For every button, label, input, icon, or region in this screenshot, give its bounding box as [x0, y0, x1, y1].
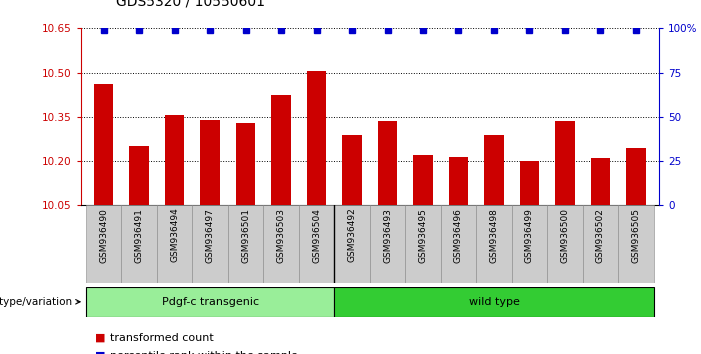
- Text: GSM936495: GSM936495: [418, 208, 428, 263]
- Text: GSM936502: GSM936502: [596, 208, 605, 263]
- Bar: [299, 205, 334, 283]
- Text: percentile rank within the sample: percentile rank within the sample: [110, 351, 298, 354]
- Text: GSM936503: GSM936503: [277, 208, 285, 263]
- Bar: [86, 287, 334, 317]
- Bar: [591, 158, 610, 205]
- Bar: [476, 205, 512, 283]
- Bar: [414, 155, 433, 205]
- Text: ■: ■: [95, 351, 105, 354]
- Bar: [334, 287, 653, 317]
- Bar: [547, 205, 583, 283]
- Bar: [307, 71, 326, 205]
- Text: ■: ■: [95, 333, 105, 343]
- Text: GSM936490: GSM936490: [99, 208, 108, 263]
- Bar: [236, 123, 255, 205]
- Bar: [334, 205, 370, 283]
- Bar: [228, 205, 264, 283]
- Text: GSM936493: GSM936493: [383, 208, 392, 263]
- Bar: [441, 205, 476, 283]
- Text: transformed count: transformed count: [110, 333, 214, 343]
- Bar: [449, 157, 468, 205]
- Text: GDS5320 / 10550601: GDS5320 / 10550601: [116, 0, 265, 9]
- Bar: [342, 135, 362, 205]
- Bar: [626, 148, 646, 205]
- Text: GSM936496: GSM936496: [454, 208, 463, 263]
- Text: GSM936501: GSM936501: [241, 208, 250, 263]
- Bar: [86, 205, 121, 283]
- Bar: [484, 135, 504, 205]
- Bar: [157, 205, 192, 283]
- Text: GSM936498: GSM936498: [489, 208, 498, 263]
- Text: GSM936494: GSM936494: [170, 208, 179, 262]
- Bar: [405, 205, 441, 283]
- Bar: [264, 205, 299, 283]
- Bar: [618, 205, 653, 283]
- Text: genotype/variation: genotype/variation: [0, 297, 73, 307]
- Bar: [200, 120, 220, 205]
- Text: GSM936500: GSM936500: [560, 208, 569, 263]
- Bar: [555, 121, 575, 205]
- Text: GSM936497: GSM936497: [205, 208, 215, 263]
- Bar: [271, 95, 291, 205]
- Text: GSM936492: GSM936492: [348, 208, 357, 262]
- Text: GSM936499: GSM936499: [525, 208, 534, 263]
- Bar: [94, 84, 114, 205]
- Bar: [121, 205, 157, 283]
- Text: wild type: wild type: [468, 297, 519, 307]
- Bar: [130, 146, 149, 205]
- Text: GSM936491: GSM936491: [135, 208, 144, 263]
- Bar: [378, 121, 397, 205]
- Text: Pdgf-c transgenic: Pdgf-c transgenic: [161, 297, 259, 307]
- Bar: [370, 205, 405, 283]
- Bar: [519, 161, 539, 205]
- Bar: [512, 205, 547, 283]
- Bar: [583, 205, 618, 283]
- Text: GSM936504: GSM936504: [312, 208, 321, 263]
- Bar: [165, 115, 184, 205]
- Text: GSM936505: GSM936505: [632, 208, 641, 263]
- Bar: [192, 205, 228, 283]
